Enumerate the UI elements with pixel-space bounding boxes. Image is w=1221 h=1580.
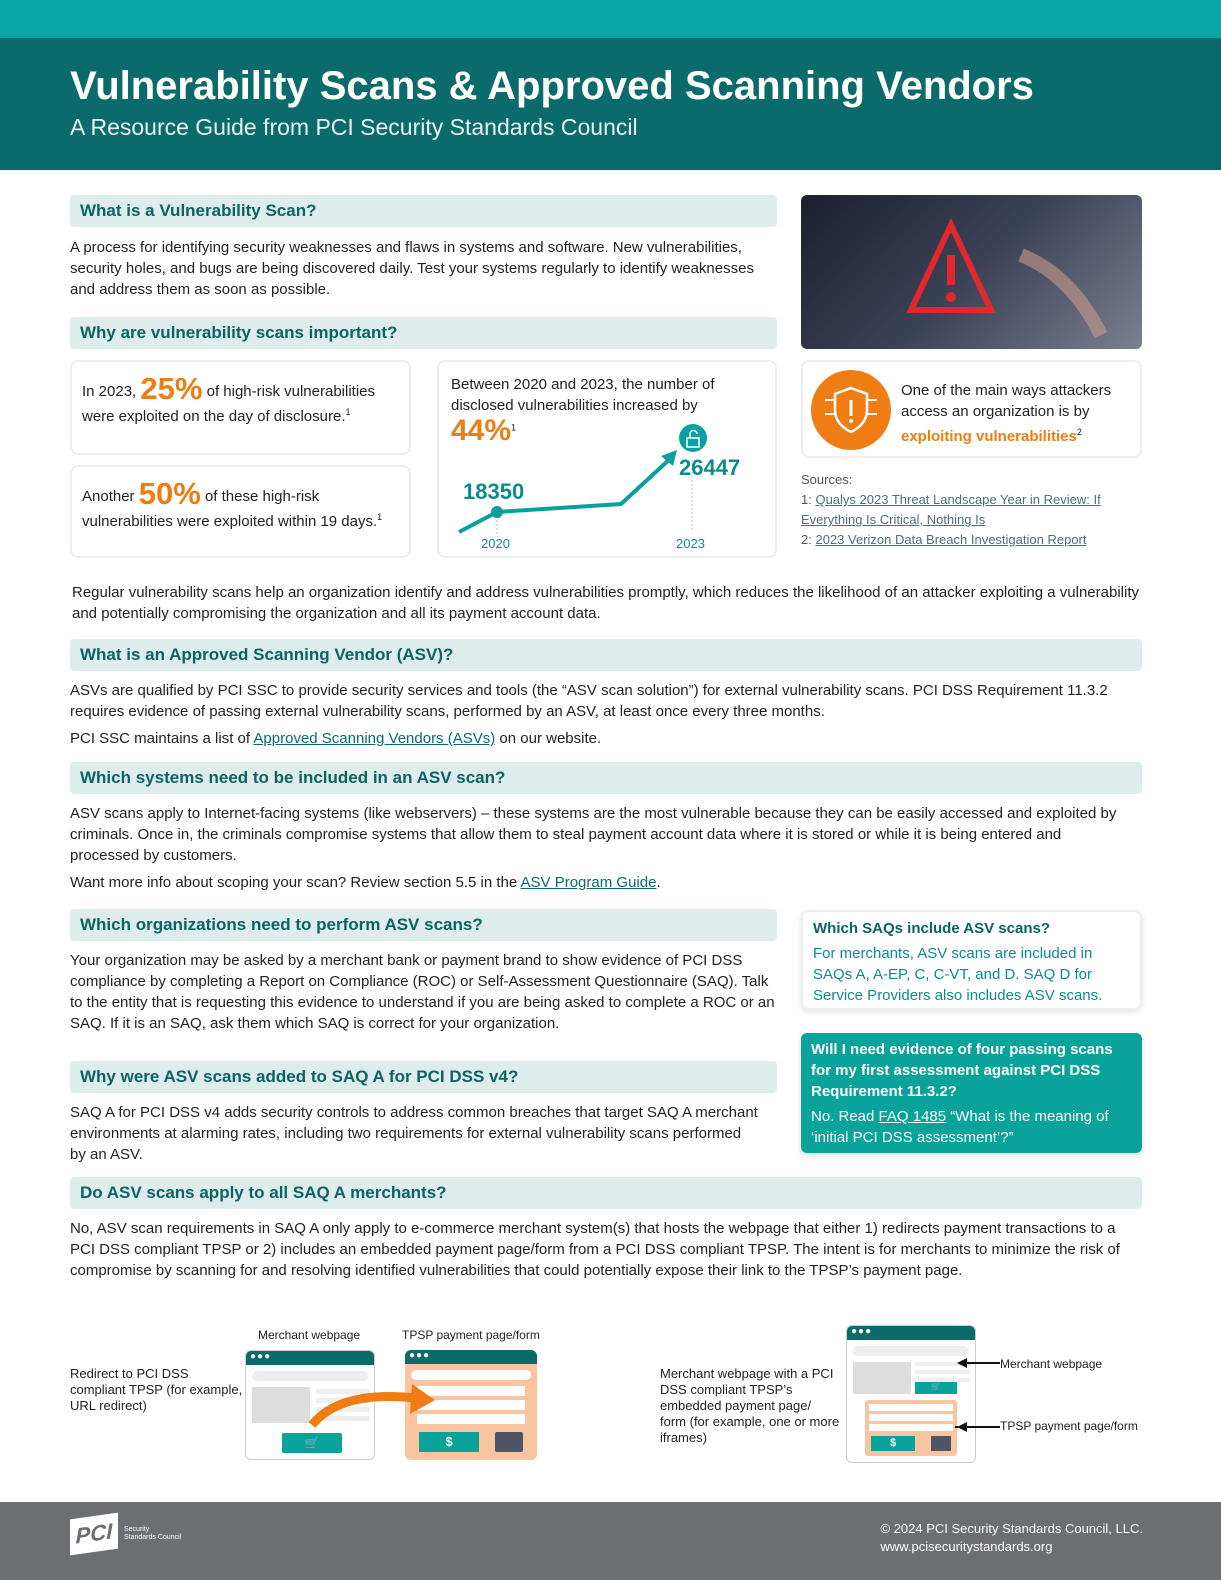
copyright: © 2024 PCI Security Standards Council, L… xyxy=(880,1521,1144,1536)
x-tick-label: 2023 xyxy=(676,536,705,551)
section-heading: Which systems need to be included in an … xyxy=(70,762,1142,794)
diagram-caption: Merchant webpage with a PCI DSS complian… xyxy=(660,1366,840,1445)
unlock-icon-body xyxy=(686,437,700,448)
page-subtitle: A Resource Guide from PCI Security Stand… xyxy=(70,114,638,140)
section-body: SAQ A for PCI DSS v4 adds security contr… xyxy=(70,1104,758,1163)
text: PCI SSC maintains a list of xyxy=(70,730,251,747)
asv-program-guide-link[interactable]: ASV Program Guide xyxy=(520,874,657,891)
data-point-2020 xyxy=(491,506,503,518)
stat-text: of high-risk vulnerabilities were exploi… xyxy=(82,383,376,425)
page-title: Vulnerability Scans & Approved Scanning … xyxy=(70,64,1034,108)
box-body: For merchants, ASV scans are included in… xyxy=(813,945,1103,1004)
redirect-arrow-icon xyxy=(308,1384,435,1428)
source-link-verizon[interactable]: 2023 Verizon Data Breach Investigation R… xyxy=(815,532,1087,547)
line-chart: 18350 26447 2020 2023 xyxy=(458,424,740,551)
unlock-icon-shackle xyxy=(689,429,698,438)
stat-card: Another 50% of these high-risk vulnerabi… xyxy=(70,465,411,558)
diagram-label: Merchant webpage xyxy=(1000,1357,1103,1371)
credit-card-icon xyxy=(931,1436,951,1451)
pointer-arrows xyxy=(955,1358,1000,1432)
diagram-caption: Redirect to PCI DSS compliant TPSP (for … xyxy=(70,1366,243,1413)
text: Want more info about scoping your scan? … xyxy=(70,874,518,891)
section-body: ASVs are qualified by PCI SSC to provide… xyxy=(70,682,1108,720)
scoping-text: Want more info about scoping your scan? … xyxy=(70,872,1142,893)
section-body: No, ASV scan requirements in SAQ A only … xyxy=(70,1220,1120,1279)
top-strip xyxy=(0,0,1221,38)
dollar-icon: $ xyxy=(419,1432,479,1452)
section-heading: Why are vulnerability scans important? xyxy=(70,317,777,349)
text: on our website. xyxy=(499,730,602,747)
section-body: Your organization may be asked by a merc… xyxy=(70,952,775,1032)
shield-alert-icon xyxy=(811,370,891,450)
chart-text: Between 2020 and 2023, the number of dis… xyxy=(451,376,715,414)
source-link-qualys[interactable]: Qualys 2023 Threat Landscape Year in Rev… xyxy=(801,492,1101,527)
section-body: A process for identifying security weakn… xyxy=(70,239,754,298)
stat-card: In 2023, 25% of high-risk vulnerabilitie… xyxy=(70,360,411,455)
x-tick-label: 2020 xyxy=(481,536,510,551)
stat-value: 50% xyxy=(138,476,201,511)
credit-card-icon xyxy=(495,1432,523,1452)
window-dots: ●●● xyxy=(847,1326,975,1340)
source-number: 2: xyxy=(801,532,812,547)
header-banner xyxy=(0,38,1221,170)
arrow-head xyxy=(661,450,677,466)
faq-1485-link[interactable]: FAQ 1485 xyxy=(878,1108,947,1125)
stat-text: Another xyxy=(82,488,135,505)
chart-card: Between 2020 and 2023, the number of dis… xyxy=(437,360,777,558)
summary-text: Regular vulnerability scans help an orga… xyxy=(72,584,1139,622)
attack-text: One of the main ways attackers access an… xyxy=(901,382,1112,420)
diagram-label: TPSP payment page/form xyxy=(1000,1419,1138,1433)
box-heading: Will I need evidence of four passing sca… xyxy=(811,1041,1113,1100)
section-heading: What is a Vulnerability Scan? xyxy=(70,195,777,227)
text: No. Read xyxy=(811,1108,875,1125)
section-heading: Which organizations need to perform ASV … xyxy=(70,909,777,941)
tpsp-payment-illustration: ●●● $ xyxy=(405,1350,537,1460)
attack-emphasis: exploiting vulnerabilities xyxy=(901,428,1077,445)
footnote: 1 xyxy=(377,512,383,522)
stat-text: of these high-risk vulnerabilities were … xyxy=(82,488,378,530)
footer: PCI Security Standards Council © 2024 PCI… xyxy=(0,1502,1221,1580)
section-heading: What is an Approved Scanning Vendor (ASV… xyxy=(70,639,1142,671)
hacker-keyboard-image xyxy=(801,195,1142,349)
source-number: 1: xyxy=(801,492,812,507)
box-heading: Which SAQs include ASV scans? xyxy=(813,920,1050,937)
cart-icon: 🛒 xyxy=(282,1433,342,1453)
attack-card: One of the main ways attackers access an… xyxy=(801,360,1142,458)
section-heading: Do ASV scans apply to all SAQ A merchant… xyxy=(70,1177,1142,1209)
footnote: 1 xyxy=(511,422,517,433)
saq-info-box: Which SAQs include ASV scans? For mercha… xyxy=(801,910,1142,1010)
embedded-payment-illustration: ●●● 🛒 $ xyxy=(846,1325,976,1463)
pci-logo: PCI Security Standards Council xyxy=(70,1512,190,1556)
stat-value: 25% xyxy=(140,371,203,406)
sources-label: Sources: xyxy=(801,472,853,487)
sources: Sources: 1: Qualys 2023 Threat Landscape… xyxy=(801,470,1142,550)
trend-line xyxy=(458,456,673,534)
chart-value: 44% xyxy=(451,414,512,447)
data-label: 26447 xyxy=(679,455,740,480)
section-body: ASV scans apply to Internet-facing syste… xyxy=(70,805,1117,864)
window-dots: ●●● xyxy=(405,1350,537,1364)
website-url: www.pcisecuritystandards.org xyxy=(880,1539,1053,1554)
asv-list-link[interactable]: Approved Scanning Vendors (ASVs) xyxy=(253,730,496,747)
footnote: 2 xyxy=(1076,427,1082,437)
section-heading: Why were ASV scans added to SAQ A for PC… xyxy=(70,1061,777,1093)
text: . xyxy=(656,874,661,891)
dollar-icon: $ xyxy=(871,1436,915,1451)
merchant-webpage-illustration: ●●● 🛒 xyxy=(245,1350,375,1460)
embedded-form: $ xyxy=(865,1400,957,1456)
asv-list-text: PCI SSC maintains a list of Approved Sca… xyxy=(70,728,1142,749)
diagram-label: TPSP payment page/form xyxy=(402,1328,540,1342)
stat-text: In 2023, xyxy=(82,383,137,400)
warning-icon xyxy=(906,217,1108,339)
diagram-label: Merchant webpage xyxy=(258,1328,361,1342)
faq-info-box: Will I need evidence of four passing sca… xyxy=(801,1033,1142,1153)
text: “What is the meaning of ‘initial PCI DSS… xyxy=(811,1108,1109,1146)
cart-icon: 🛒 xyxy=(915,1382,957,1394)
window-dots: ●●● xyxy=(246,1351,374,1365)
footnote: 1 xyxy=(345,407,351,417)
data-label: 18350 xyxy=(463,479,524,504)
